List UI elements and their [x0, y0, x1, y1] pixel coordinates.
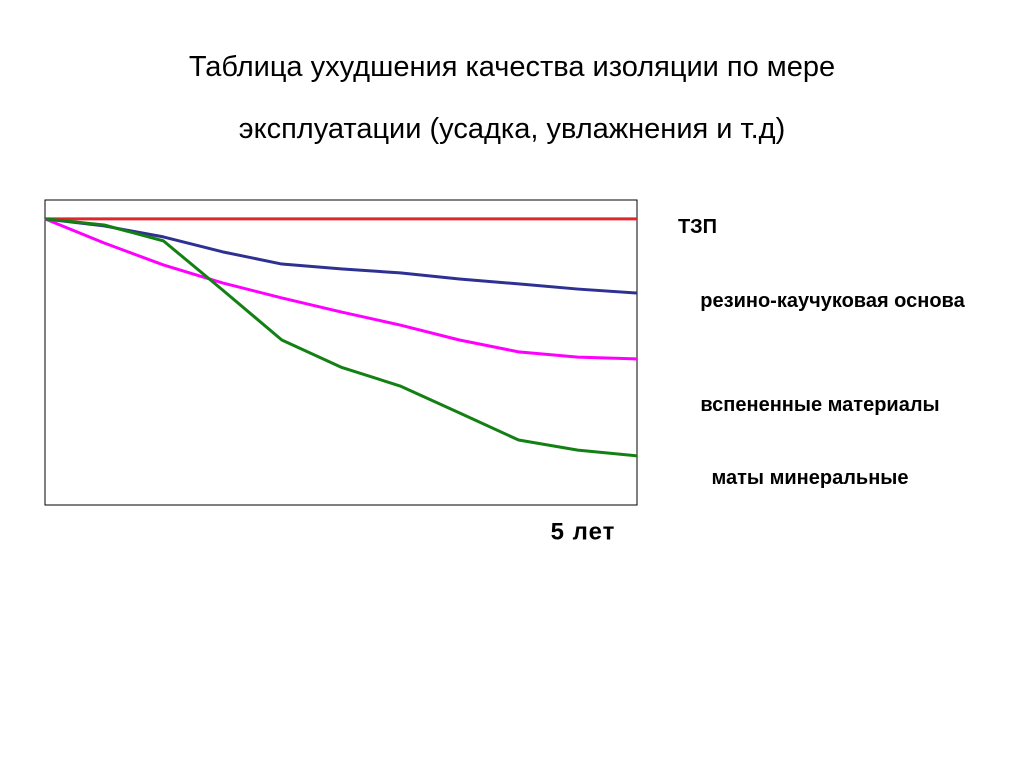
legend-entry: маты минеральные	[711, 467, 909, 489]
legend-entry: вспененные материалы	[700, 394, 940, 416]
chart-title: Таблица ухудшения качества изоляции по м…	[188, 51, 836, 145]
series-line	[44, 217, 638, 458]
legend-entry: ТЗП	[677, 216, 718, 238]
plot-frame	[44, 199, 638, 506]
series-line	[44, 217, 638, 361]
legend-entry: резино-каучуковая основа	[700, 290, 965, 312]
x-axis-label: 5 лет	[551, 518, 616, 545]
series-line	[44, 217, 638, 295]
